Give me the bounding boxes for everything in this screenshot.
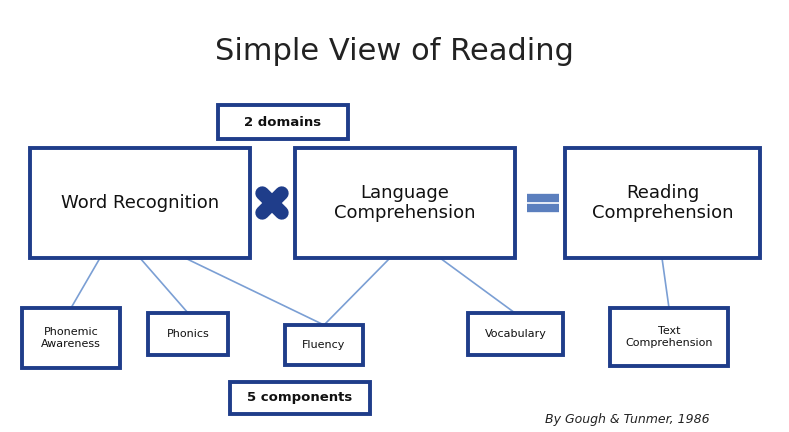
Text: Text
Comprehension: Text Comprehension [625,326,712,348]
FancyBboxPatch shape [285,325,363,365]
Text: Word Recognition: Word Recognition [61,194,219,212]
Text: Simple View of Reading: Simple View of Reading [215,38,574,67]
Text: 5 components: 5 components [248,391,353,404]
FancyBboxPatch shape [230,382,370,414]
FancyBboxPatch shape [468,313,563,355]
FancyBboxPatch shape [295,148,515,258]
FancyBboxPatch shape [565,148,760,258]
Text: Phonemic
Awareness: Phonemic Awareness [41,327,101,349]
Text: Language
Comprehension: Language Comprehension [335,184,476,222]
FancyBboxPatch shape [148,313,228,355]
FancyBboxPatch shape [610,308,728,366]
Text: Reading
Comprehension: Reading Comprehension [592,184,733,222]
Text: Fluency: Fluency [302,340,346,350]
Text: By Gough & Tunmer, 1986: By Gough & Tunmer, 1986 [545,413,709,426]
FancyBboxPatch shape [30,148,250,258]
FancyBboxPatch shape [22,308,120,368]
Text: Vocabulary: Vocabulary [484,329,547,339]
Text: 2 domains: 2 domains [245,115,322,128]
Text: Phonics: Phonics [166,329,209,339]
FancyBboxPatch shape [218,105,348,139]
